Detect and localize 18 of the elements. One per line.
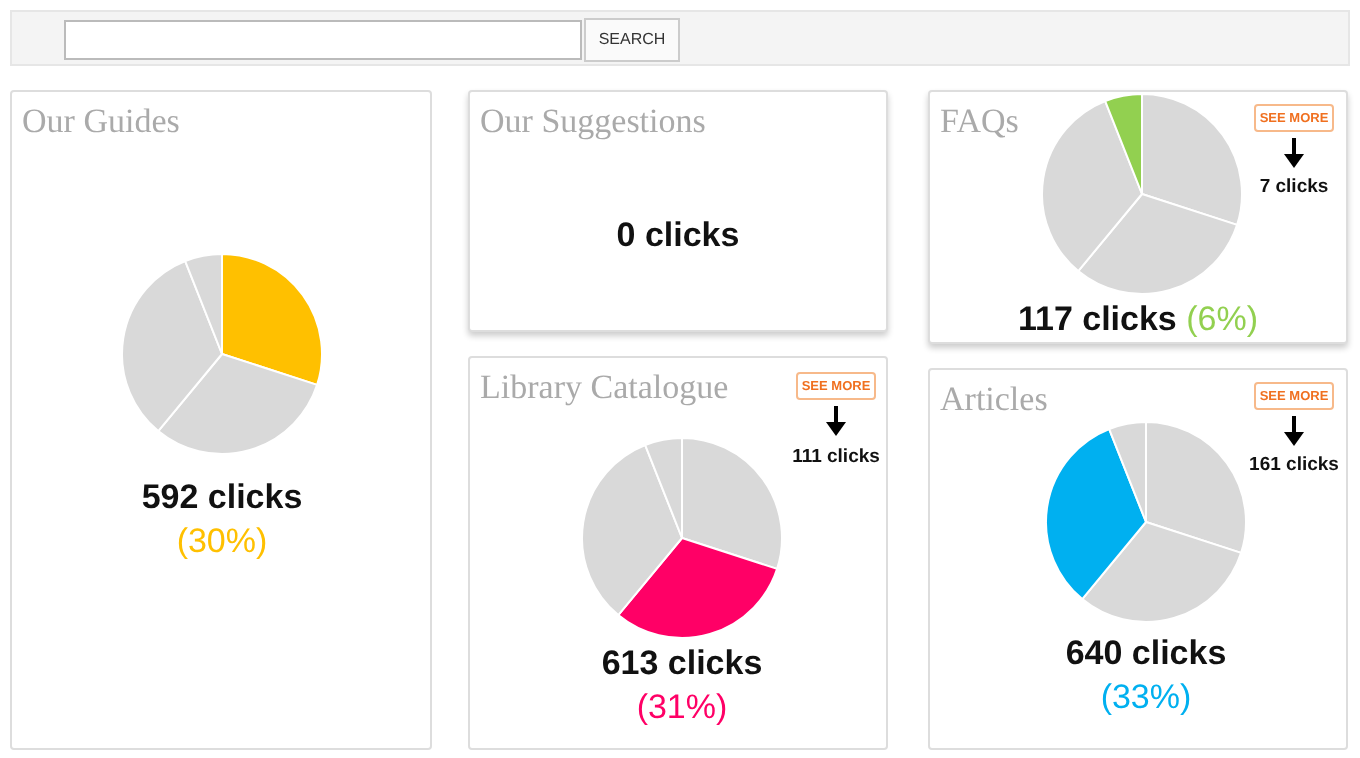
chart-title: Our Guides [22,102,180,142]
chart-title: FAQs [940,102,1019,142]
text: 0 clicks [614,216,742,256]
text: 640 clicks [1063,634,1229,674]
text: 117 clicks [1017,300,1177,338]
text: (33%) [1098,678,1194,718]
text: 592 clicks [139,478,305,518]
text: 7 clicks [1257,176,1331,198]
text: 111 clicks [790,446,882,468]
text: 161 clicks [1247,454,1341,476]
text: Our Suggestions [480,102,706,142]
text: (31%) [634,688,730,728]
text: 613 clicks [599,644,765,684]
chart-title: Articles [940,380,1048,420]
text: (6%) [1186,300,1259,338]
text: (30%) [174,522,270,562]
chart-title: Library Catalogue [480,368,729,408]
text: SEARCH [584,18,680,62]
